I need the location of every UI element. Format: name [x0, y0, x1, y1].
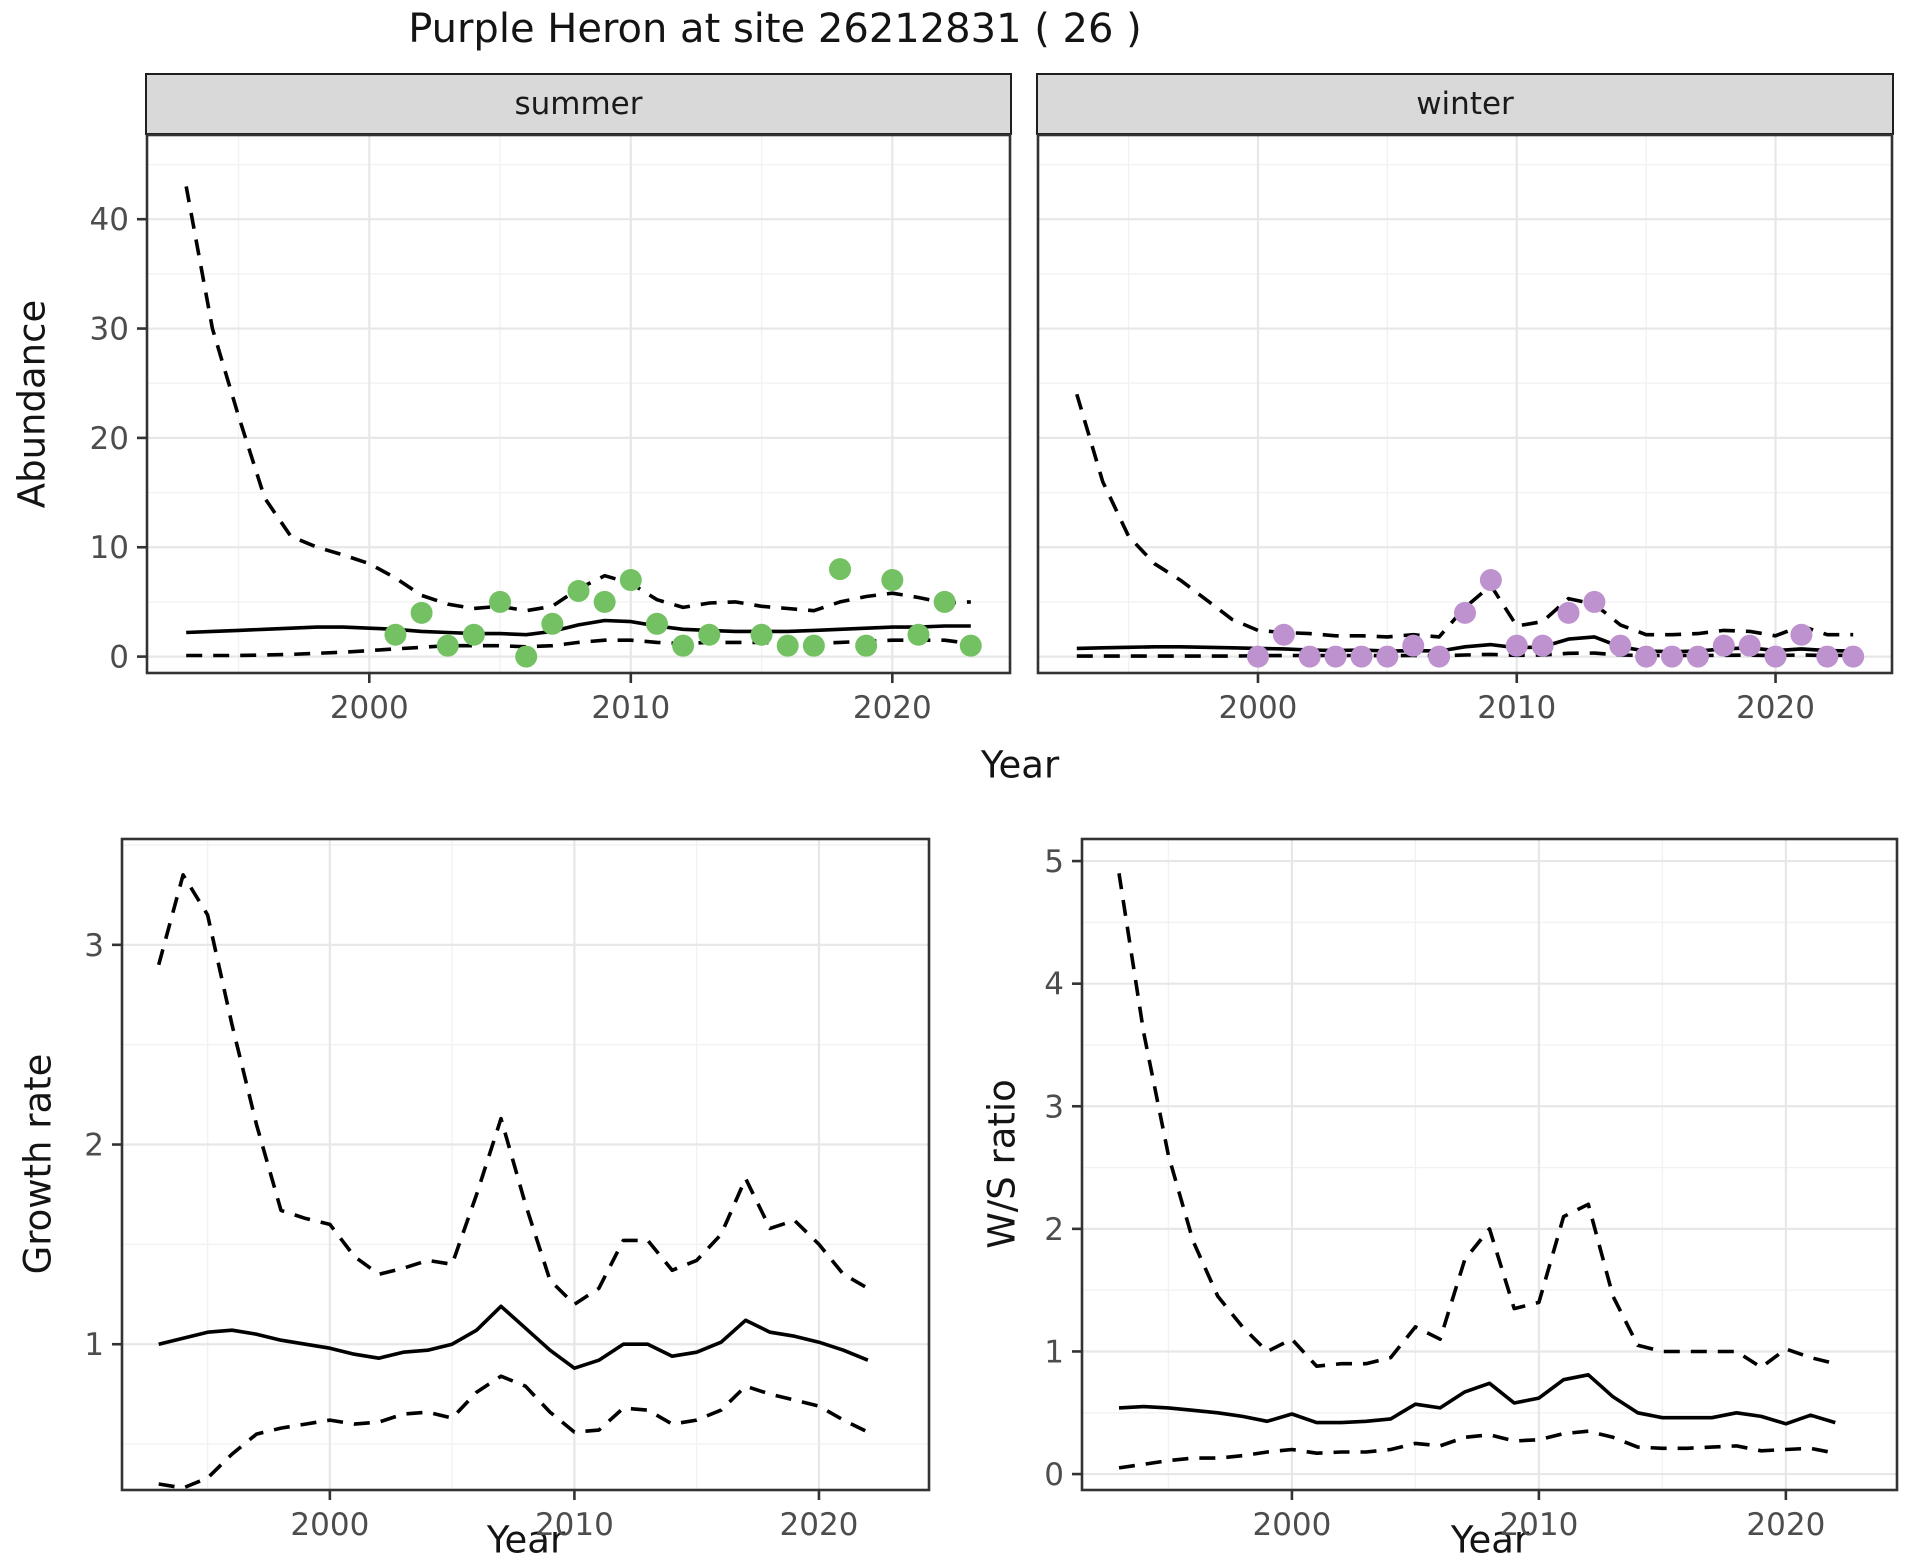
- panel-border: [120, 837, 931, 1492]
- data-point: [567, 579, 590, 602]
- y-tick-label: 0: [1044, 1457, 1064, 1493]
- x-tick-label: 2000: [290, 1507, 369, 1543]
- data-point: [1557, 601, 1580, 624]
- x-tick-label: 2000: [330, 690, 409, 726]
- lower-95ci-line: [186, 638, 972, 658]
- x-tick-label: 2020: [1736, 690, 1815, 726]
- facet-strip-winter: winter: [1036, 73, 1894, 135]
- x-axis-title-year-top: Year: [980, 743, 1060, 787]
- y-tick-label: 3: [1044, 1089, 1064, 1125]
- data-point: [959, 634, 982, 657]
- data-point: [436, 634, 459, 657]
- upper-95ci-line: [156, 873, 869, 1307]
- lower-95ci-line: [158, 1374, 869, 1490]
- data-point: [619, 569, 642, 592]
- data-point: [1583, 590, 1606, 613]
- y-tick-label: 4: [1044, 967, 1064, 1003]
- data-point: [1531, 634, 1554, 657]
- data-point: [802, 634, 825, 657]
- data-point: [933, 590, 956, 613]
- data-point: [855, 634, 878, 657]
- data-point: [776, 634, 799, 657]
- median-line: [158, 1304, 869, 1370]
- data-point: [1428, 645, 1451, 668]
- data-point: [1790, 623, 1813, 646]
- data-point: [1324, 645, 1347, 668]
- data-point: [541, 612, 564, 635]
- x-tick-label: 2000: [1252, 1507, 1331, 1543]
- y-tick-label: 5: [1044, 844, 1064, 880]
- median-line: [186, 618, 971, 637]
- panel-border: [1080, 837, 1899, 1492]
- x-tick-label: 2010: [1477, 690, 1556, 726]
- y-tick-label: 1: [1044, 1334, 1064, 1370]
- chart-title: Purple Heron at site 26212831 ( 26 ): [408, 6, 1142, 52]
- data-point: [1454, 601, 1476, 624]
- data-point: [672, 634, 695, 657]
- data-point: [489, 590, 512, 613]
- y-tick-label: 40: [90, 202, 129, 238]
- upper-95ci-line: [1117, 873, 1836, 1370]
- lower-95ci-line: [1076, 651, 1854, 658]
- data-point: [1686, 645, 1709, 668]
- y-tick-label: 20: [90, 421, 129, 457]
- x-tick-label: 2020: [853, 690, 932, 726]
- x-axis-title-year-bottom-right: Year: [1450, 1518, 1530, 1560]
- y-tick-label: 10: [90, 530, 129, 566]
- data-point: [1479, 569, 1502, 592]
- y-tick-label: 1: [84, 1327, 104, 1363]
- y-tick-label: 3: [84, 928, 104, 964]
- y-tick-label: 0: [109, 640, 129, 676]
- data-point: [645, 612, 668, 635]
- data-point: [1402, 634, 1425, 657]
- data-point: [1350, 645, 1373, 668]
- x-tick-label: 2010: [535, 1507, 614, 1543]
- data-point: [1635, 645, 1658, 668]
- data-point: [881, 569, 904, 592]
- lower-95ci-line: [1118, 1429, 1836, 1470]
- y-tick-label: 30: [90, 312, 129, 348]
- data-point: [1738, 634, 1761, 657]
- data-point: [462, 623, 485, 646]
- x-tick-label: 2010: [1499, 1507, 1578, 1543]
- data-point: [1298, 645, 1321, 668]
- data-point: [1842, 645, 1865, 668]
- data-point: [829, 558, 852, 581]
- y-tick-label: 2: [84, 1128, 104, 1164]
- panel-background: [122, 839, 929, 1490]
- facet-strip-summer: summer: [145, 73, 1012, 135]
- data-point: [1609, 634, 1632, 657]
- data-point: [1272, 623, 1295, 646]
- data-point: [1246, 645, 1269, 668]
- data-point: [750, 623, 773, 646]
- panel-background: [1038, 135, 1892, 673]
- panel-background: [1082, 839, 1897, 1490]
- data-point: [907, 623, 930, 646]
- data-point: [1661, 645, 1684, 668]
- data-point: [698, 623, 721, 646]
- data-point: [410, 601, 433, 624]
- x-tick-label: 2020: [1746, 1507, 1825, 1543]
- upper-95ci-line: [1075, 393, 1854, 639]
- data-point: [1712, 634, 1735, 657]
- data-point: [384, 623, 407, 646]
- x-tick-label: 2020: [780, 1507, 859, 1543]
- x-axis-title-year-bottom-left: Year: [486, 1518, 566, 1560]
- panel-border: [145, 133, 1012, 675]
- data-point: [1376, 645, 1399, 668]
- median-line: [1118, 1373, 1836, 1426]
- facet-strip-summer-label: summer: [514, 86, 643, 122]
- facet-strip-winter-label: winter: [1416, 86, 1514, 122]
- panel-border: [1036, 133, 1894, 675]
- x-tick-label: 2000: [1219, 690, 1298, 726]
- data-point: [1816, 645, 1839, 668]
- y-tick-label: 2: [1044, 1212, 1064, 1248]
- data-point: [593, 590, 616, 613]
- x-tick-label: 2010: [591, 690, 670, 726]
- data-point: [515, 645, 538, 668]
- data-point: [1505, 634, 1528, 657]
- data-point: [1764, 645, 1787, 668]
